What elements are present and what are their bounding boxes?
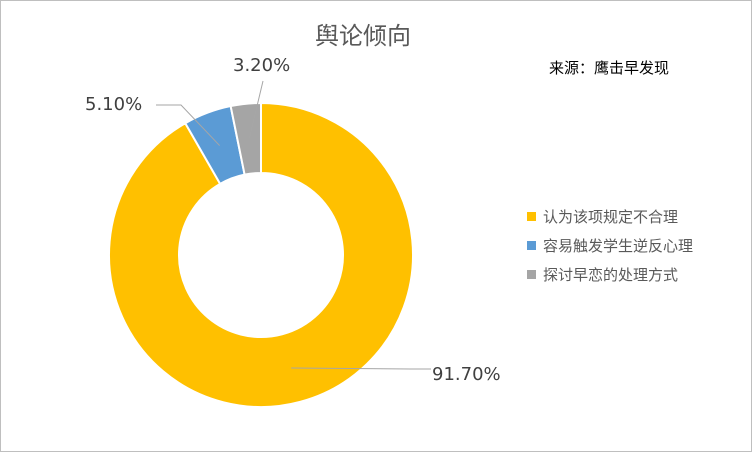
legend-label-3: 探讨早恋的处理方式: [543, 266, 678, 284]
leader-line-3: [248, 80, 264, 139]
legend-label-1: 认为该项规定不合理: [543, 208, 678, 226]
legend-swatch-1: [527, 212, 536, 221]
legend-swatch-3: [527, 270, 536, 279]
leader-lines-group: [156, 80, 431, 370]
leader-line-2: [156, 104, 221, 146]
slices-group: [108, 101, 414, 408]
legend: 认为该项规定不合理 容易触发学生逆反心理 探讨早恋的处理方式: [527, 208, 693, 284]
leader-line-1: [291, 367, 431, 370]
data-label-1: 91.70%: [432, 364, 501, 385]
data-label-2: 5.10%: [85, 94, 142, 115]
legend-label-2: 容易触发学生逆反心理: [543, 237, 693, 255]
data-label-3: 3.20%: [233, 55, 290, 76]
legend-swatch-2: [527, 241, 536, 250]
chart-title: 舆论倾向: [315, 22, 411, 50]
slice-1: [108, 101, 414, 408]
source-note: 来源：鹰击早发现: [549, 59, 669, 77]
